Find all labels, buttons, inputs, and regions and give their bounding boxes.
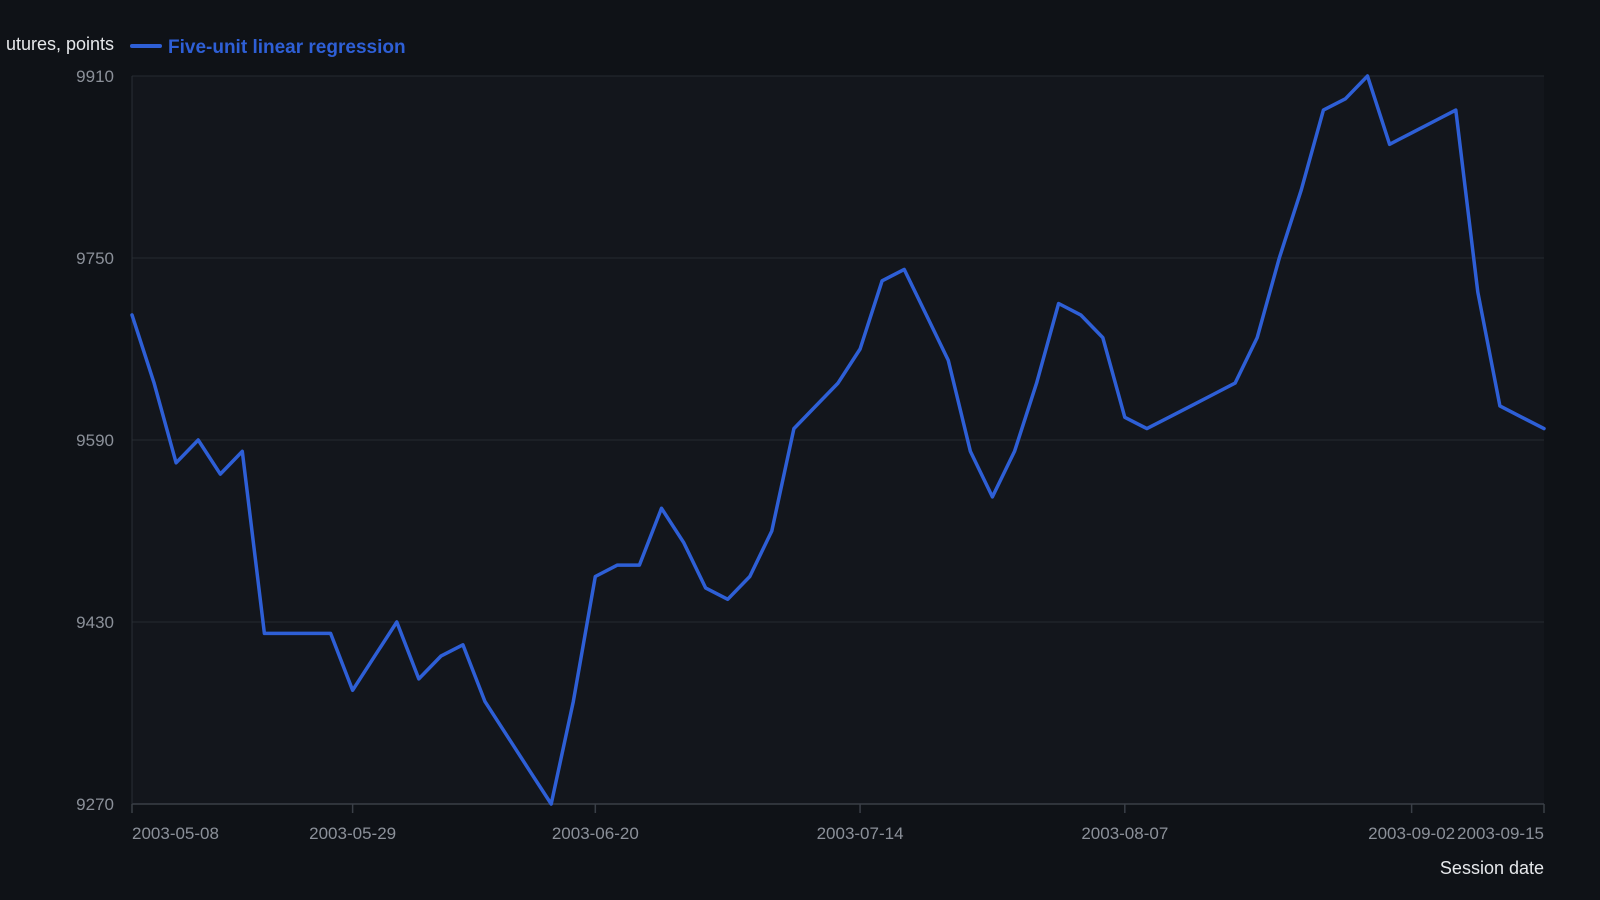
grid-lines — [132, 75, 1544, 623]
x-tick-label: 2003-09-02 — [1368, 824, 1455, 843]
y-axis-ticks: 9910 9750 9590 9430 9270 — [76, 67, 114, 814]
x-tick-label: 2003-05-29 — [309, 824, 396, 843]
x-tick-label: 2003-05-08 — [132, 824, 219, 843]
y-axis-title: utures, points — [6, 34, 114, 54]
x-tick-label: 2003-09-15 — [1457, 824, 1544, 843]
y-tick-label: 9430 — [76, 613, 114, 632]
y-tick-label: 9910 — [76, 67, 114, 86]
x-tick-label: 2003-06-20 — [552, 824, 639, 843]
x-tick-label: 2003-08-07 — [1081, 824, 1168, 843]
y-tick-label: 9270 — [76, 795, 114, 814]
series-line-five-unit-linear-regression — [130, 74, 1546, 806]
y-tick-label: 9750 — [76, 249, 114, 268]
legend: utures, points Five-unit linear regressi… — [6, 34, 406, 58]
x-tick-label: 2003-07-14 — [817, 824, 904, 843]
y-tick-label: 9590 — [76, 431, 114, 450]
x-axis-title: Session date — [1440, 858, 1544, 878]
x-axis-ticks: 2003-05-08 2003-05-29 2003-06-20 2003-07-14… — [131, 804, 1545, 843]
legend-label: Five-unit linear regression — [168, 37, 406, 58]
